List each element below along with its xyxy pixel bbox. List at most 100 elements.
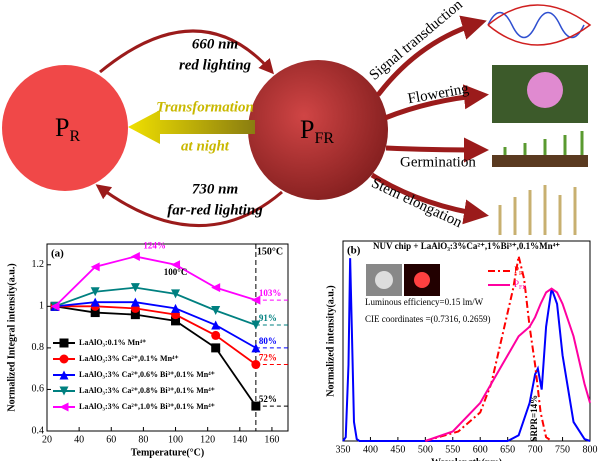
- series-line: [55, 305, 257, 366]
- x-axis-label: Temperature(°C): [131, 447, 204, 458]
- x-tick-label: 450: [390, 444, 405, 455]
- marker: [59, 386, 69, 396]
- marker: [130, 251, 140, 261]
- x-tick-label: 550: [445, 444, 460, 455]
- pr-sub: R: [69, 128, 80, 145]
- marker: [171, 260, 181, 270]
- marker: [211, 330, 221, 340]
- x-tick-label: 80: [138, 434, 148, 445]
- marker: [50, 301, 60, 311]
- x-tick-label: 750: [555, 444, 570, 455]
- night-label: at night: [181, 138, 230, 154]
- farred-label: far-red lighting: [167, 202, 263, 218]
- marker: [130, 283, 140, 293]
- output-label: Germination: [400, 154, 476, 170]
- x-tick-label: 160: [264, 434, 279, 445]
- red-label: red lighting: [179, 57, 252, 73]
- pr-circle: [2, 65, 128, 191]
- arc-top: [99, 29, 274, 75]
- x-tick-label: 120: [200, 434, 215, 445]
- x-tick-label: 40: [74, 434, 84, 445]
- stem-photo: [498, 185, 577, 235]
- value-label: 72%: [259, 353, 277, 363]
- legend-label: LaAlO₃:3% Ca²⁺,0.8% Bi³⁺,0.1% Mn⁴⁺: [79, 386, 215, 395]
- red-label: 660 nm: [192, 36, 238, 52]
- marker: [90, 287, 100, 297]
- y-axis-label: Normalized Integral intensity(a.u.): [6, 263, 17, 411]
- note: Luminous efficiency=0.15 lm/W: [365, 297, 484, 307]
- output-label: Signal transduction: [366, 0, 466, 84]
- x-tick-label: 140: [232, 434, 247, 445]
- x-tick-label: 600: [473, 444, 488, 455]
- output-label: Stem elongation: [369, 175, 465, 231]
- value-label: 124%: [143, 241, 166, 251]
- diagram: PR PFR 660 nm red lighting Transformatio…: [2, 0, 592, 235]
- series-line: [54, 286, 257, 326]
- pr-main: P: [55, 113, 69, 142]
- panel-label: (a): [51, 248, 64, 260]
- out-arrow: [385, 137, 489, 163]
- annotation: SRPR=14%: [529, 395, 539, 442]
- marker: [171, 316, 181, 326]
- note: CIE coordinates =(0.7316, 0.2659): [365, 314, 491, 324]
- seedling-photo: [492, 155, 588, 167]
- legend-sub: FR: [519, 285, 526, 291]
- marker: [59, 354, 69, 364]
- marker: [211, 283, 221, 293]
- y-axis-label: Normalized intensity(a.u.): [325, 285, 336, 396]
- marker: [90, 262, 100, 272]
- y-tick-label: 1.2: [32, 259, 45, 270]
- legend-label: LaAlO₃:3% Ca²⁺,0.1% Mn⁴⁺: [79, 354, 179, 363]
- pfr-circle: [248, 60, 388, 200]
- x-tick-label: 350: [336, 444, 351, 455]
- chip-photo: [375, 271, 393, 289]
- chart-a: 20 40 60 80 100 120 140 160 0.4 0.6 0.8 1 1.2 Tempera…: [6, 241, 289, 458]
- out-arrow: [384, 84, 489, 121]
- marker: [130, 297, 140, 307]
- plot-frame: [46, 243, 289, 432]
- glow-photo: [414, 272, 430, 288]
- arc-bottom: [95, 184, 283, 228]
- seedling-photo: [503, 131, 584, 155]
- v-line-label: 150°C: [257, 246, 283, 257]
- legend-sub: R: [519, 271, 523, 277]
- pr-label: PR: [55, 113, 80, 145]
- legend-main: P: [514, 265, 519, 275]
- x-axis-label: Wavelength(nm): [431, 457, 502, 461]
- night-arrow: [128, 110, 255, 144]
- series-line: [54, 305, 257, 407]
- value-label: 91%: [259, 313, 277, 323]
- value-label: 80%: [259, 336, 277, 346]
- legend-label: LaAlO₃:3% Ca²⁺,1.0% Bi³⁺,0.1% Mn⁴⁺: [79, 402, 215, 411]
- x-tick-label: 60: [106, 434, 116, 445]
- legend-main: P: [514, 279, 519, 289]
- x-tick-label: 700: [528, 444, 543, 455]
- y-tick-label: 1: [39, 301, 44, 312]
- x-tick-label: 500: [418, 444, 433, 455]
- marker: [59, 402, 69, 412]
- legend-label: PFR: [514, 279, 526, 291]
- out-arrow: [376, 15, 487, 97]
- marker: [211, 343, 221, 353]
- x-tick-label: 20: [42, 434, 52, 445]
- series-line: [342, 258, 591, 442]
- wave-icon: [487, 11, 585, 39]
- out-arrow: [370, 172, 489, 225]
- marker: [171, 303, 181, 313]
- series-line: [425, 256, 553, 442]
- marker: [211, 320, 221, 330]
- pfr-sub: FR: [314, 130, 334, 147]
- wave-icon: [487, 4, 592, 46]
- pfr-main: P: [300, 115, 314, 144]
- flower-photo: [527, 72, 563, 108]
- chart-title: NUV chip + LaAlO₃:3%Ca²⁺,1%Bi³⁺,0.1%Mn⁴⁺: [373, 241, 560, 251]
- marker: [90, 308, 100, 318]
- annotation: 100°C: [164, 267, 188, 277]
- x-tick-label: 100: [168, 434, 183, 445]
- y-tick-label: 0.6: [32, 384, 45, 395]
- marker: [130, 310, 140, 320]
- panel-label: (b): [347, 245, 361, 257]
- legend-label: LaAlO₃:3% Ca²⁺,0.6% Bi³⁺,0.1% Mn⁴⁺: [79, 370, 215, 379]
- y-tick-label: 0.8: [32, 342, 45, 353]
